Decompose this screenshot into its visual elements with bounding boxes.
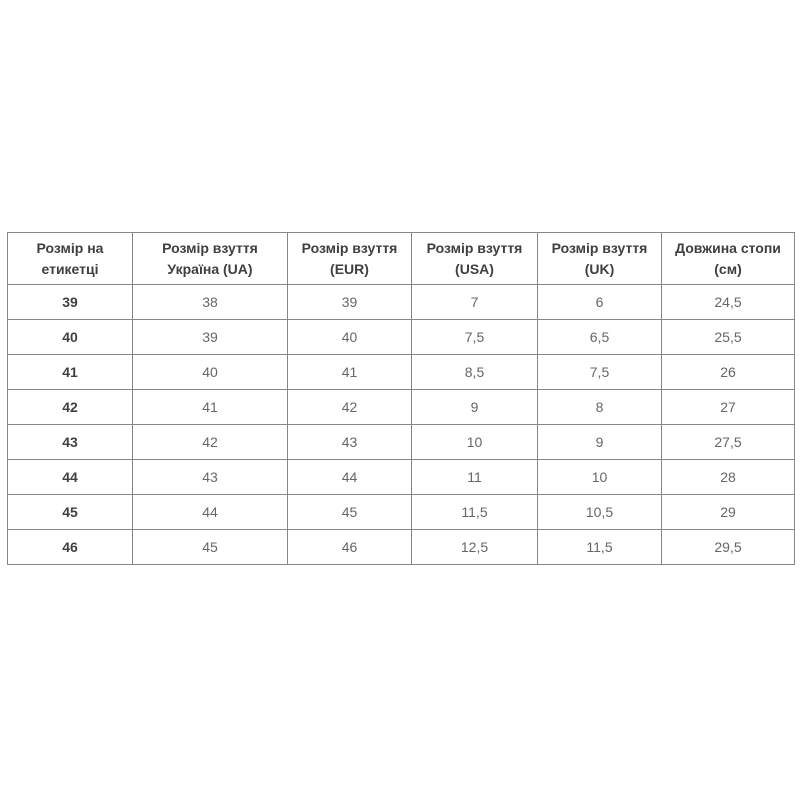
size-value-cell: 40 <box>287 319 412 355</box>
table-row: 45 44 45 11,5 10,5 29 <box>7 494 795 530</box>
size-value-cell: 8,5 <box>411 354 538 390</box>
shoe-size-table: Розмір на етикетці Розмір взуття Україна … <box>7 232 795 565</box>
size-value-cell: 7 <box>411 284 538 320</box>
label-size-cell: 43 <box>7 424 133 460</box>
size-value-cell: 24,5 <box>661 284 795 320</box>
size-value-cell: 9 <box>411 389 538 425</box>
size-value-cell: 42 <box>132 424 288 460</box>
column-header: Довжина стопи (см) <box>661 232 795 285</box>
table-row: 44 43 44 11 10 28 <box>7 459 795 495</box>
label-size-cell: 40 <box>7 319 133 355</box>
column-header: Розмір взуття (UK) <box>537 232 662 285</box>
header-row: Розмір на етикетці Розмір взуття Україна … <box>7 232 795 285</box>
size-value-cell: 7,5 <box>537 354 662 390</box>
size-value-cell: 6,5 <box>537 319 662 355</box>
size-value-cell: 41 <box>287 354 412 390</box>
label-size-cell: 39 <box>7 284 133 320</box>
size-value-cell: 11,5 <box>537 529 662 565</box>
size-value-cell: 10,5 <box>537 494 662 530</box>
label-size-cell: 46 <box>7 529 133 565</box>
size-value-cell: 9 <box>537 424 662 460</box>
size-value-cell: 26 <box>661 354 795 390</box>
size-value-cell: 11,5 <box>411 494 538 530</box>
label-size-cell: 42 <box>7 389 133 425</box>
size-value-cell: 25,5 <box>661 319 795 355</box>
column-header: Розмір на етикетці <box>7 232 133 285</box>
size-value-cell: 8 <box>537 389 662 425</box>
size-value-cell: 7,5 <box>411 319 538 355</box>
table-header: Розмір на етикетці Розмір взуття Україна … <box>7 232 795 285</box>
size-value-cell: 42 <box>287 389 412 425</box>
size-value-cell: 45 <box>132 529 288 565</box>
size-value-cell: 44 <box>287 459 412 495</box>
size-value-cell: 11 <box>411 459 538 495</box>
table-row: 41 40 41 8,5 7,5 26 <box>7 354 795 390</box>
size-value-cell: 46 <box>287 529 412 565</box>
size-value-cell: 6 <box>537 284 662 320</box>
size-value-cell: 38 <box>132 284 288 320</box>
column-header: Розмір взуття (EUR) <box>287 232 412 285</box>
column-header: Розмір взуття (USA) <box>411 232 538 285</box>
label-size-cell: 45 <box>7 494 133 530</box>
label-size-cell: 44 <box>7 459 133 495</box>
table-row: 43 42 43 10 9 27,5 <box>7 424 795 460</box>
table-body: 39 38 39 7 6 24,5 40 39 40 7,5 6,5 25,5 41 40 41 8,5 7,5… <box>7 284 795 565</box>
size-value-cell: 29 <box>661 494 795 530</box>
table-row: 39 38 39 7 6 24,5 <box>7 284 795 320</box>
size-value-cell: 10 <box>411 424 538 460</box>
size-value-cell: 27 <box>661 389 795 425</box>
size-value-cell: 41 <box>132 389 288 425</box>
table-row: 46 45 46 12,5 11,5 29,5 <box>7 529 795 565</box>
size-value-cell: 12,5 <box>411 529 538 565</box>
size-value-cell: 28 <box>661 459 795 495</box>
label-size-cell: 41 <box>7 354 133 390</box>
size-value-cell: 45 <box>287 494 412 530</box>
size-value-cell: 27,5 <box>661 424 795 460</box>
size-value-cell: 43 <box>132 459 288 495</box>
table-row: 42 41 42 9 8 27 <box>7 389 795 425</box>
size-value-cell: 29,5 <box>661 529 795 565</box>
size-value-cell: 39 <box>287 284 412 320</box>
size-value-cell: 40 <box>132 354 288 390</box>
size-value-cell: 10 <box>537 459 662 495</box>
table-row: 40 39 40 7,5 6,5 25,5 <box>7 319 795 355</box>
column-header: Розмір взуття Україна (UA) <box>132 232 288 285</box>
size-value-cell: 44 <box>132 494 288 530</box>
size-value-cell: 43 <box>287 424 412 460</box>
size-value-cell: 39 <box>132 319 288 355</box>
